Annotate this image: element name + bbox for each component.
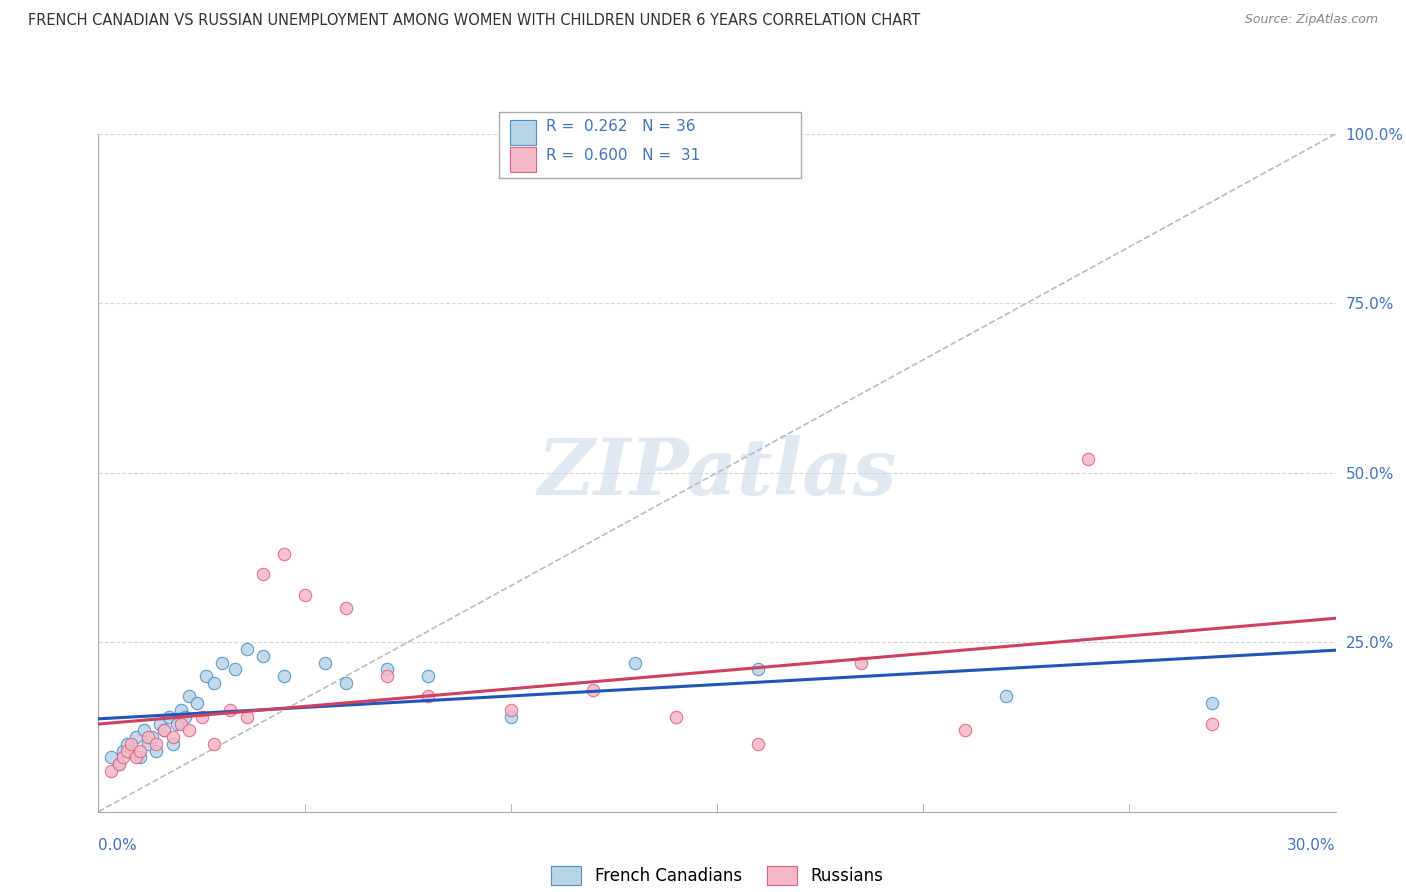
Point [219,703,242,717]
Point [273,669,295,683]
Point [170,716,193,731]
Point [117,737,139,751]
Point [202,676,225,690]
Point [112,744,135,758]
Point [108,757,131,772]
Text: R =  0.262   N = 36: R = 0.262 N = 36 [546,120,695,134]
Point [224,662,246,676]
Text: 30.0%: 30.0% [1288,838,1336,854]
Point [747,662,769,676]
Point [1201,716,1223,731]
Text: R =  0.600   N =  31: R = 0.600 N = 31 [546,148,700,162]
Point [186,696,208,710]
Text: Source: ZipAtlas.com: Source: ZipAtlas.com [1244,13,1378,27]
Point [108,757,131,772]
Point [120,737,142,751]
Point [162,737,184,751]
Point [499,703,522,717]
Point [375,669,398,683]
Point [145,737,167,751]
Point [162,730,184,744]
Point [117,744,139,758]
Point [166,716,188,731]
Point [136,737,159,751]
Point [499,710,522,724]
Legend: French Canadians, Russians: French Canadians, Russians [544,859,890,891]
Point [747,737,769,751]
Point [174,710,197,724]
Point [149,716,172,731]
Point [179,690,201,704]
Point [153,723,176,738]
Point [1077,452,1099,467]
Point [128,750,150,764]
Point [124,730,146,744]
Point [194,669,217,683]
Point [582,682,605,697]
Point [294,588,316,602]
Point [252,648,274,663]
Point [418,690,440,704]
Point [170,703,193,717]
Point [623,656,645,670]
Point [335,601,357,615]
Point [665,710,688,724]
Point [141,730,163,744]
Point [112,750,135,764]
Point [128,744,150,758]
Point [120,744,142,758]
Point [132,723,155,738]
Point [335,676,357,690]
Point [994,690,1017,704]
Point [145,744,167,758]
Point [252,567,274,582]
Text: 0.0%: 0.0% [98,838,138,854]
Point [1201,696,1223,710]
Text: ZIPatlas: ZIPatlas [537,434,897,511]
Text: FRENCH CANADIAN VS RUSSIAN UNEMPLOYMENT AMONG WOMEN WITH CHILDREN UNDER 6 YEARS : FRENCH CANADIAN VS RUSSIAN UNEMPLOYMENT … [28,13,921,29]
Point [851,656,873,670]
Point [236,710,259,724]
Point [179,723,201,738]
Point [314,656,336,670]
Point [100,764,122,778]
Point [418,669,440,683]
Point [953,723,976,738]
Point [375,662,398,676]
Point [100,750,122,764]
Point [236,642,259,657]
Point [157,710,180,724]
Point [124,750,146,764]
Point [211,656,233,670]
Point [190,710,212,724]
Point [136,730,159,744]
Point [202,737,225,751]
Point [153,723,176,738]
Point [273,547,295,561]
